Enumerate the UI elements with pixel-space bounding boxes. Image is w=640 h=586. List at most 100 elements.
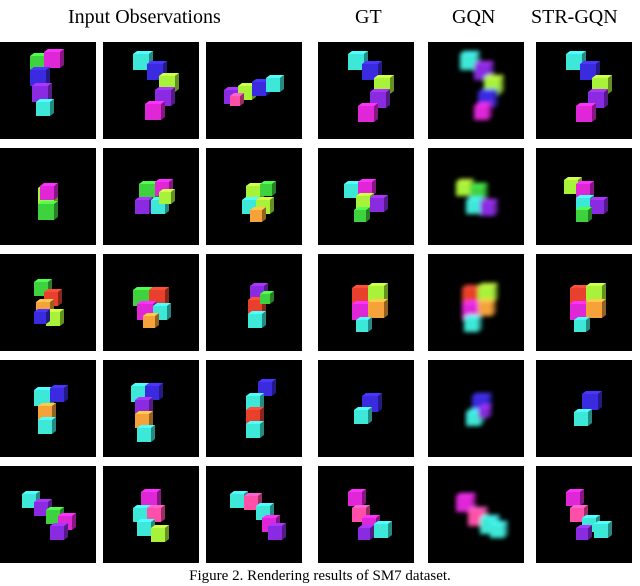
cube-side-face (478, 315, 482, 332)
cube-top-face (354, 407, 372, 410)
cube-front-face (478, 408, 488, 418)
cube-side-face (280, 75, 284, 92)
cube-top-face (370, 195, 388, 198)
cube-top-face (576, 103, 596, 106)
cube-top-face (230, 491, 248, 494)
cube-side-face (492, 299, 496, 316)
cube-top-face (260, 291, 274, 294)
cube-side-face (608, 521, 612, 538)
cube-top-face (135, 397, 153, 400)
render-cell-row3-gqn (428, 254, 524, 351)
cube-top-face (145, 101, 165, 104)
cube-front-face (246, 424, 260, 438)
rendering-results-grid (0, 42, 640, 566)
cube-top-face (50, 385, 68, 388)
cube-front-face (456, 182, 470, 196)
cube-side-face (378, 393, 382, 412)
cube-top-face (159, 189, 175, 192)
cube-front-face (137, 522, 151, 536)
cube-side-face (602, 299, 606, 318)
cube-top-face (490, 521, 508, 524)
cube-top-face (246, 183, 264, 186)
cube-front-face (38, 420, 52, 434)
cube-front-face (490, 524, 504, 538)
cube-front-face (576, 106, 592, 122)
cube-front-face (34, 390, 50, 406)
cube-front-face (344, 184, 358, 198)
cube-top-face (34, 499, 52, 502)
cube-top-face (464, 315, 482, 318)
cube-top-face (246, 393, 264, 396)
cube-top-face (462, 285, 482, 288)
cube-top-face (576, 207, 592, 210)
cube-top-face (153, 303, 171, 306)
cube-front-face (159, 192, 171, 204)
cube-front-face (246, 186, 260, 200)
cube-side-face (54, 201, 58, 220)
cube-side-face (586, 317, 590, 332)
cube-front-face (135, 400, 149, 414)
cube-side-face (157, 489, 161, 508)
render-cell-row2-input-3 (206, 148, 302, 245)
cube-top-face (470, 183, 488, 186)
cube-top-face (348, 489, 366, 492)
cube-top-face (32, 83, 52, 86)
render-cell-row4-str-gqn (536, 360, 632, 457)
cube-front-face (34, 312, 46, 324)
cube-top-face (570, 301, 590, 304)
cube-front-face (260, 294, 270, 304)
cube-top-face (352, 285, 372, 288)
cube-render-image (34, 385, 68, 434)
render-cell-row2-gqn (428, 148, 524, 245)
cube-front-face (139, 184, 155, 200)
cube-top-face (34, 279, 52, 282)
cube-render-image (462, 283, 498, 332)
cube-top-face (362, 393, 382, 396)
cube-front-face (470, 186, 484, 200)
cube-front-face (266, 78, 280, 92)
cube-front-face (354, 410, 368, 424)
cube-side-face (372, 179, 376, 196)
cube-top-face (348, 51, 368, 54)
cube-front-face (268, 526, 282, 540)
cube-front-face (370, 198, 384, 212)
cube-front-face (230, 494, 244, 508)
render-cell-row1-gt (318, 42, 414, 139)
cube-side-face (588, 409, 592, 426)
header-gt: GT (355, 6, 382, 28)
cube-front-face (354, 210, 366, 222)
cube-side-face (72, 513, 76, 530)
cube-render-image (564, 177, 608, 222)
cube-side-face (604, 197, 608, 214)
cube-render-image (460, 51, 504, 120)
cube-top-face (38, 403, 56, 406)
cube-side-face (149, 397, 153, 414)
cube-side-face (504, 521, 508, 538)
cube-side-face (362, 489, 366, 506)
cube-side-face (64, 385, 68, 402)
cube-front-face (32, 86, 48, 102)
cube-front-face (474, 106, 488, 120)
cube-top-face (362, 61, 382, 64)
cube-top-face (472, 393, 492, 396)
cube-render-image (352, 283, 388, 332)
cube-side-face (494, 89, 498, 108)
cube-front-face (460, 54, 476, 70)
cube-side-face (262, 207, 266, 222)
cube-top-face (242, 197, 260, 200)
cube-front-face (244, 496, 258, 510)
cube-front-face (135, 414, 149, 428)
cube-top-face (468, 507, 488, 510)
cube-top-face (141, 489, 161, 492)
render-cell-row4-input-2 (103, 360, 199, 457)
cube-side-face (272, 181, 276, 196)
cube-top-face (38, 201, 58, 204)
cube-top-face (268, 523, 286, 526)
cube-side-face (588, 207, 592, 222)
cube-front-face (135, 200, 149, 214)
cube-top-face (44, 289, 62, 292)
cube-top-face (586, 283, 606, 286)
cube-front-face (368, 286, 384, 302)
cube-side-face (602, 283, 606, 302)
cube-top-face (262, 515, 280, 518)
